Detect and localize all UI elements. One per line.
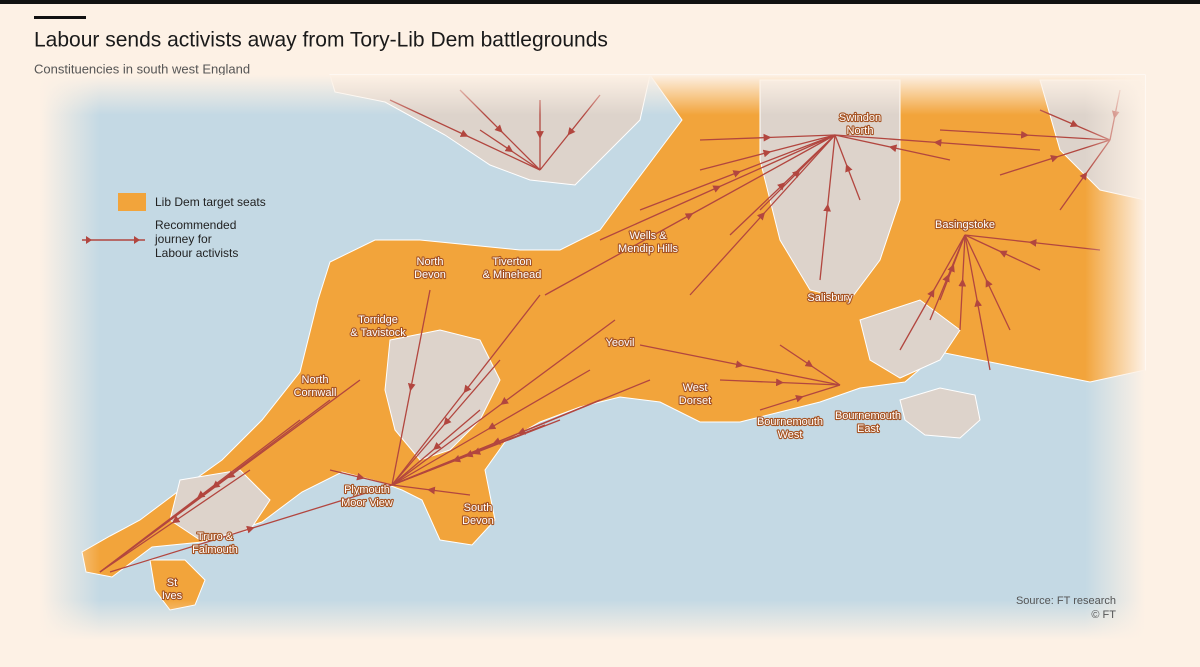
copyright: © FT: [1091, 609, 1116, 621]
place-label: Falmouth: [192, 544, 238, 556]
fade: [40, 75, 1145, 115]
place-label: North: [302, 374, 329, 386]
legend-label: Lib Dem target seats: [155, 195, 266, 209]
place-label: Dorset: [679, 395, 711, 407]
place-label: Moor View: [341, 497, 393, 509]
journey-arrow: [109, 484, 393, 573]
place-label: West: [778, 429, 803, 441]
fade: [1085, 75, 1145, 640]
journey-arrow: [391, 409, 481, 486]
journey-arrow: [939, 129, 1111, 141]
place-label: Bournemouth: [757, 416, 823, 428]
journey-arrow: [391, 369, 591, 486]
legend-swatch: [118, 193, 146, 211]
journey-arrow: [639, 134, 836, 211]
journey-arrow: [391, 484, 471, 496]
place-label: Yeovil: [606, 337, 635, 349]
fade: [40, 75, 100, 640]
place-label: Tiverton: [492, 256, 531, 268]
gray-seats: [384, 329, 501, 461]
journey-arrow: [759, 134, 836, 211]
journey-arrow: [689, 134, 836, 296]
gray-seats: [859, 299, 961, 379]
place-label: Ives: [162, 590, 183, 602]
journey-arrow: [391, 294, 541, 486]
place-label: Basingstoke: [935, 219, 995, 231]
title-rule: [34, 16, 86, 19]
journey-arrow: [899, 234, 966, 351]
journey-arrow: [639, 344, 841, 386]
journey-arrow: [699, 134, 836, 171]
journeys: [99, 89, 1121, 573]
place-label: Torridge: [358, 314, 398, 326]
journey-arrow: [599, 134, 836, 241]
place-label: Truro &: [197, 531, 234, 543]
journey-arrow: [699, 133, 836, 142]
legend-label: Recommended: [155, 218, 236, 232]
legend-arrow: [86, 236, 140, 244]
journey-arrow: [99, 469, 251, 573]
place-label: North: [847, 125, 874, 137]
title: Labour sends activists away from Tory-Li…: [34, 29, 608, 52]
place-label: Devon: [414, 269, 446, 281]
fade: [40, 600, 1145, 640]
place-label: St: [167, 577, 177, 589]
subtitle: Constituencies in south west England: [34, 61, 250, 76]
top-rule: [0, 0, 1200, 4]
place-label: East: [857, 423, 879, 435]
journey-arrow: [391, 319, 616, 486]
journey-arrow: [779, 344, 841, 386]
place-label: Wells &: [629, 230, 667, 242]
place-label: West: [683, 382, 708, 394]
legend-label: Labour activists: [155, 246, 238, 260]
journey-arrow: [391, 399, 601, 486]
journey-arrow: [819, 134, 836, 281]
journey-arrow: [479, 129, 541, 171]
place-label: & Tavistock: [350, 327, 406, 339]
journey-arrow: [834, 134, 951, 161]
journey-arrow: [329, 469, 393, 486]
legend-label: journey for: [154, 232, 212, 246]
gray-seats: [759, 79, 901, 301]
source: Source: FT research: [1016, 595, 1116, 607]
journey-arrow: [964, 234, 1041, 271]
journey-arrow: [834, 134, 861, 201]
place-label: South: [464, 502, 493, 514]
journey-arrow: [719, 378, 841, 387]
journey-arrow: [544, 134, 836, 296]
place-label: North: [417, 256, 444, 268]
place-label: & Minehead: [483, 269, 542, 281]
journey-arrow: [391, 289, 431, 486]
journey-arrow: [964, 234, 991, 371]
journey-arrow: [958, 234, 967, 331]
place-label: Swindon: [839, 112, 881, 124]
journey-arrow: [759, 384, 841, 411]
place-label: Salisbury: [807, 292, 853, 304]
place-label: Devon: [462, 515, 494, 527]
journey-arrow: [391, 359, 501, 486]
place-label: Bournemouth: [835, 410, 901, 422]
journey-arrow: [964, 234, 1101, 251]
legend: Lib Dem target seats Recommended journey…: [82, 193, 266, 260]
journey-arrow: [834, 134, 1041, 151]
isle-of-wight: [899, 387, 981, 439]
place-label: Mendip Hills: [618, 243, 678, 255]
place-label: Plymouth: [344, 484, 390, 496]
journey-arrow: [939, 234, 966, 301]
journey-arrow: [964, 234, 1011, 331]
journey-arrow: [99, 399, 331, 573]
place-label: Cornwall: [294, 387, 337, 399]
